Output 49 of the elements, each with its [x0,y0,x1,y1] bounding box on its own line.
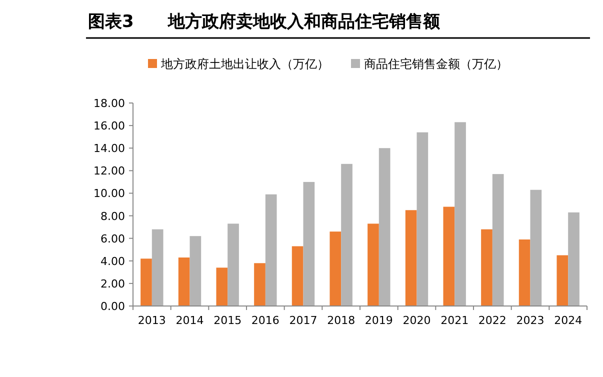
x-tick-label: 2013 [138,314,166,327]
x-tick-label: 2024 [554,314,582,327]
y-tick-label: 4.00 [100,254,125,268]
bar [492,174,504,306]
bar [303,182,315,306]
x-tick-label: 2017 [289,314,318,327]
chart-title: 图表3 地方政府卖地收入和商品住宅销售额 [88,12,441,32]
bar [443,206,455,306]
bar [378,148,390,306]
x-tick-label: 2014 [176,314,204,327]
x-tick-label: 2021 [440,314,469,327]
bar [556,255,568,306]
bar [265,194,277,306]
bar [254,263,266,306]
bar [190,236,202,306]
y-tick-label: 8.00 [100,210,125,223]
bar [292,246,304,306]
legend-label: 商品住宅销售金额（万亿） [364,57,508,71]
bar [330,232,342,306]
x-tick-label: 2020 [402,314,431,327]
y-tick-label: 10.00 [94,187,125,200]
bar [228,224,239,306]
bar [530,190,542,306]
y-tick-label: 18.00 [94,97,125,110]
y-tick-label: 0.00 [100,300,125,313]
y-tick-label: 16.00 [94,120,125,133]
bar [178,258,190,306]
x-tick-label: 2015 [214,314,242,327]
y-tick-label: 6.00 [100,232,125,246]
bar [152,229,164,306]
bar [416,132,428,306]
x-tick-label: 2018 [327,314,356,327]
bar [454,122,466,306]
bar [518,239,530,306]
bar [341,164,352,306]
bar [405,210,417,306]
x-tick-label: 2019 [364,314,393,327]
y-tick-label: 12.00 [94,164,125,178]
bar [368,224,379,306]
x-tick-label: 2023 [516,314,544,327]
y-tick-label: 14.00 [94,142,125,156]
x-tick-label: 2016 [251,314,280,327]
bar [568,212,580,306]
y-tick-label: 2.00 [100,277,125,290]
bar [216,268,228,306]
x-tick-label: 2022 [478,314,506,327]
legend-label: 地方政府土地出让收入（万亿） [160,57,329,71]
bar [481,229,492,306]
bar [140,258,152,306]
